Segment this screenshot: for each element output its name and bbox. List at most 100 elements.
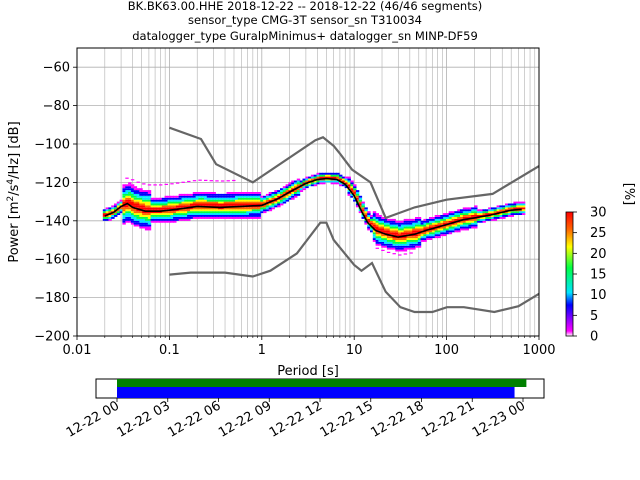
heatmap-cell xyxy=(420,224,424,227)
heatmap-cell xyxy=(102,211,107,214)
heatmap-cell xyxy=(274,190,278,192)
heatmap-cell xyxy=(246,193,250,196)
heatmap-cell xyxy=(139,188,143,191)
heatmap-cell xyxy=(136,224,140,227)
heatmap-cell xyxy=(144,203,149,206)
heatmap-cell xyxy=(274,203,278,206)
heatmap-cell xyxy=(417,236,422,239)
heatmap-cell xyxy=(254,215,259,217)
heatmap-cell xyxy=(468,207,472,210)
heatmap-cell xyxy=(254,207,259,210)
heatmap-cell xyxy=(426,234,430,237)
heatmap-cell xyxy=(316,174,320,177)
heatmap-cell xyxy=(468,215,472,217)
heatmap-cell xyxy=(420,232,424,235)
heatmap-cell xyxy=(445,215,450,217)
heatmap-cell xyxy=(133,190,138,192)
heatmap-cell xyxy=(209,203,213,206)
heatmap-cell xyxy=(167,211,171,214)
heatmap-cell xyxy=(195,192,199,194)
heatmap-cell xyxy=(434,224,439,227)
heatmap-cell xyxy=(263,195,267,198)
heatmap-cell xyxy=(204,203,208,206)
heatmap-cell xyxy=(173,218,177,221)
heatmap-cell xyxy=(102,217,107,219)
heatmap-cell xyxy=(448,228,453,231)
noise-model-high xyxy=(169,126,540,220)
heatmap-cell xyxy=(476,220,481,223)
heatmap-cell xyxy=(159,197,163,200)
heatmap-cell xyxy=(170,220,174,223)
heatmap-cell xyxy=(400,236,405,239)
heatmap-cell xyxy=(409,232,413,235)
heatmap-cell xyxy=(128,184,132,187)
heatmap-cell xyxy=(465,217,469,219)
heatmap-cell xyxy=(398,241,402,244)
heatmap-cell xyxy=(280,190,284,192)
heatmap-cell xyxy=(299,180,304,183)
heatmap-cell xyxy=(246,217,250,219)
heatmap-cell xyxy=(232,201,236,204)
heatmap-cell xyxy=(454,224,458,227)
heatmap-cell xyxy=(347,182,351,185)
heatmap-cell xyxy=(516,205,520,208)
heatmap-cell xyxy=(111,213,115,215)
heatmap-cell xyxy=(184,203,188,206)
heatmap-cell xyxy=(296,192,301,194)
heatmap-cell xyxy=(434,228,439,231)
heatmap-cell xyxy=(429,226,433,229)
heatmap-cell xyxy=(209,211,213,214)
heatmap-cell xyxy=(153,197,157,200)
heatmap-cell xyxy=(246,192,250,194)
heatmap-cell xyxy=(384,226,388,229)
heatmap-cell xyxy=(322,174,326,177)
heatmap-cell xyxy=(358,205,363,208)
heatmap-cell xyxy=(232,193,236,196)
heatmap-cell xyxy=(372,217,377,219)
heatmap-cell xyxy=(445,218,450,221)
heatmap-cell xyxy=(431,220,436,223)
heatmap-cell xyxy=(381,224,385,227)
heatmap-cell xyxy=(237,211,242,214)
heatmap-cell xyxy=(350,188,354,191)
heatmap-cell xyxy=(190,205,194,208)
heatmap-cell xyxy=(426,220,430,223)
heatmap-cell xyxy=(482,213,486,215)
heatmap-cell xyxy=(170,197,174,200)
heatmap-cell xyxy=(237,192,242,194)
heatmap-cell xyxy=(389,230,394,233)
heatmap-cell xyxy=(125,177,129,179)
plot-frame xyxy=(76,47,540,337)
heatmap-cell xyxy=(330,180,334,183)
heatmap-cell xyxy=(139,199,143,202)
heatmap-cell xyxy=(251,199,256,202)
heatmap-cell xyxy=(403,253,408,255)
heatmap-cell xyxy=(476,215,481,217)
heatmap-cell xyxy=(105,209,109,212)
heatmap-cell xyxy=(426,236,430,239)
heatmap-cell xyxy=(232,207,236,210)
heatmap-cell xyxy=(437,228,441,231)
heatmap-cell xyxy=(260,207,264,210)
heatmap-cell xyxy=(195,197,199,200)
heatmap-cell xyxy=(372,240,377,242)
heatmap-cell xyxy=(142,220,146,223)
heatmap-cell xyxy=(218,215,222,217)
heatmap-cell xyxy=(209,215,213,217)
y-tick-label: −160 xyxy=(34,253,70,268)
heatmap-cell xyxy=(302,180,306,183)
heatmap-cell xyxy=(249,199,253,202)
heatmap-cell xyxy=(375,232,379,235)
heatmap-cell xyxy=(403,226,408,229)
heatmap-cell xyxy=(144,190,149,192)
heatmap-cell xyxy=(130,193,135,196)
heatmap-cell xyxy=(198,203,202,206)
heatmap-cell xyxy=(139,220,143,223)
heatmap-cell xyxy=(460,209,464,212)
heatmap-cell xyxy=(122,205,126,208)
heatmap-cell xyxy=(268,209,273,212)
heatmap-cell xyxy=(178,197,183,200)
heatmap-cell xyxy=(184,199,188,202)
heatmap-cell xyxy=(395,228,399,231)
heatmap-cell xyxy=(361,201,365,204)
